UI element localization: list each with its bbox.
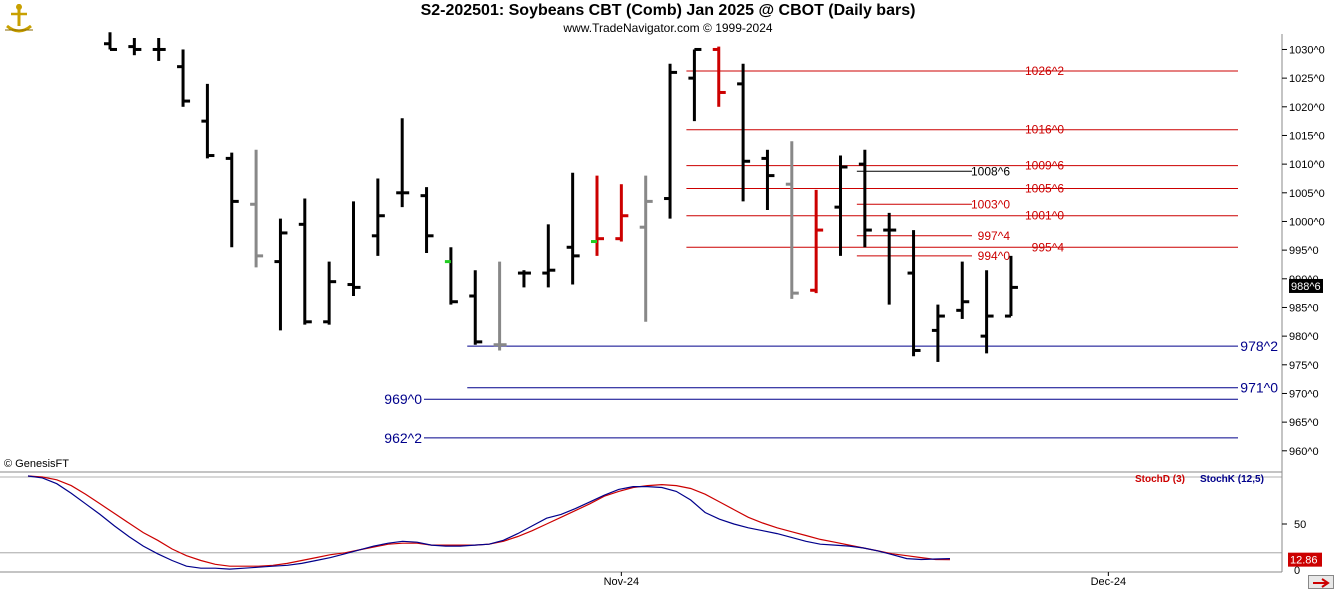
chart-title: S2-202501: Soybeans CBT (Comb) Jan 2025 … — [420, 2, 916, 19]
y-tick-label: 960^0 — [1289, 446, 1319, 458]
ohlc-bar — [761, 149, 775, 210]
arrow-right-icon — [1313, 578, 1330, 588]
ohlc-bar — [664, 63, 678, 219]
ohlc-bar — [104, 32, 117, 51]
y-tick-label: 965^0 — [1289, 417, 1319, 429]
price-level-label: 1001^0 — [1025, 209, 1064, 223]
stochastic-panel: StochD (3) StochK (12,5) — [0, 474, 1282, 570]
y-tick-label: 1020^0 — [1289, 102, 1325, 114]
y-tick-label: 985^0 — [1289, 302, 1319, 314]
tradenavigator-logo-icon — [2, 2, 36, 34]
price-level-label: 962^2 — [384, 430, 422, 446]
ohlc-bar — [274, 218, 288, 331]
y-tick-label: 970^0 — [1289, 388, 1319, 400]
scroll-right-button[interactable] — [1308, 575, 1334, 589]
ohlc-bar — [907, 230, 921, 357]
ohlc-bar — [128, 38, 142, 56]
ohlc-bar — [371, 178, 385, 256]
price-level-label: 1003^0 — [971, 197, 1010, 211]
ohlc-bar — [980, 270, 994, 354]
last-price-badge — [1289, 278, 1323, 293]
last-price-label: 988^6 — [1291, 281, 1321, 293]
price-level-label: 1005^6 — [1025, 182, 1064, 196]
price-level-label: 995^4 — [1032, 240, 1065, 254]
price-level-label: 969^0 — [384, 391, 422, 407]
ohlc-bar — [201, 83, 215, 159]
price-level-label: 994^0 — [978, 249, 1011, 263]
stoch-current-badge — [1288, 552, 1322, 567]
price-level-label: 1016^0 — [1025, 123, 1064, 137]
ohlc-bar — [639, 175, 653, 322]
stoch-legend-item: StochD (3) — [1135, 474, 1185, 485]
price-level-label: 997^4 — [978, 229, 1011, 243]
ohlc-bar — [956, 261, 970, 319]
ohlc-bar — [250, 149, 264, 268]
ohlc-bar — [298, 198, 312, 325]
x-tick-label: Dec-24 — [1091, 576, 1126, 588]
ohlc-bar — [858, 149, 872, 248]
copyright-label: © GenesisFT — [4, 458, 69, 470]
ohlc-bar — [615, 184, 629, 242]
ohlc-bar — [444, 247, 458, 305]
ohlc-bar — [323, 261, 337, 325]
ohlc-bar — [883, 212, 897, 305]
stoch-y-tick-label: 50 — [1294, 519, 1306, 531]
y-tick-label: 975^0 — [1289, 360, 1319, 372]
ohlc-bar — [712, 46, 726, 107]
x-tick-label: Nov-24 — [604, 576, 639, 588]
ohlc-bar — [931, 304, 945, 362]
ohlc-bar — [591, 175, 604, 256]
price-level-label: 971^0 — [1240, 380, 1278, 396]
ohlc-bar — [810, 189, 824, 294]
stoch-current-label: 12.86 — [1290, 555, 1318, 567]
ohlc-bar — [420, 187, 434, 253]
axes: 960^0965^0970^0975^0980^0985^0990^0995^0… — [0, 34, 1325, 588]
stoch-y-tick-label: 0 — [1294, 565, 1300, 577]
ohlc-bar — [396, 118, 410, 208]
ohlc-bar — [688, 47, 702, 122]
ohlc-bar — [493, 261, 507, 351]
price-level-label: 978^2 — [1240, 338, 1278, 354]
price-level-label: 1009^6 — [1025, 159, 1064, 173]
chart-subtitle: www.TradeNavigator.com © 1999-2024 — [563, 21, 773, 35]
y-tick-label: 1010^0 — [1289, 159, 1325, 171]
y-tick-label: 980^0 — [1289, 331, 1319, 343]
y-tick-label: 1005^0 — [1289, 188, 1325, 200]
price-panel: 1026^2 1016^0 1009^6 1005^6 1001^0 995^4 1008^… — [104, 32, 1278, 446]
ohlc-bar — [834, 155, 848, 256]
ohlc-bar — [469, 270, 483, 345]
stoch-series-line — [27, 475, 951, 570]
ohlc-bar — [542, 224, 556, 288]
ohlc-bar — [152, 38, 166, 61]
y-tick-label: 1000^0 — [1289, 216, 1325, 228]
ohlc-bar — [225, 152, 239, 248]
price-level-label: 1026^2 — [1025, 64, 1064, 78]
y-tick-label: 1030^0 — [1289, 44, 1325, 56]
ohlc-bar — [517, 270, 531, 288]
ohlc-bar — [347, 201, 361, 296]
y-tick-label: 1025^0 — [1289, 73, 1325, 85]
y-tick-label: 995^0 — [1289, 245, 1319, 257]
ohlc-bar — [737, 63, 751, 202]
ohlc-bar — [1004, 255, 1018, 318]
y-tick-label: 1015^0 — [1289, 130, 1325, 142]
ohlc-bar — [785, 141, 799, 299]
ohlc-bar — [566, 172, 580, 285]
stoch-legend-item: StochK (12,5) — [1200, 474, 1264, 485]
price-level-label: 1008^6 — [971, 164, 1010, 178]
ohlc-bar — [177, 49, 191, 107]
